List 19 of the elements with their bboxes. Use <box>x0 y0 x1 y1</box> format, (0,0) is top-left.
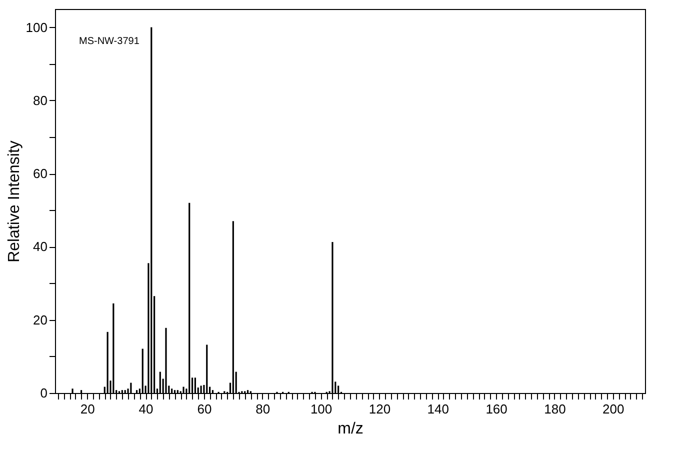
x-tick-label: 60 <box>197 402 212 416</box>
y-tick-label: 20 <box>33 312 48 328</box>
x-tick-label: 20 <box>80 402 95 416</box>
x-tick-label: 200 <box>602 402 624 416</box>
y-axis-title: Relative Intensity <box>6 140 23 262</box>
y-tick-label: 40 <box>33 239 48 254</box>
annotation: MS-NW-3791 <box>79 36 140 47</box>
y-tick-label: 100 <box>26 20 48 35</box>
x-tick-label: 100 <box>310 402 332 416</box>
y-tick-label: 60 <box>33 166 48 182</box>
x-tick-label: 180 <box>544 402 566 416</box>
x-tick-label: 40 <box>138 402 154 416</box>
x-axis-title: m/z <box>338 420 364 438</box>
y-tick-label: 80 <box>33 92 48 108</box>
y-tick-label: 0 <box>40 386 48 400</box>
x-tick-label: 80 <box>256 402 270 416</box>
x-tick-label: 140 <box>427 402 449 416</box>
x-tick-label: 120 <box>368 402 391 416</box>
x-tick-label: 160 <box>486 402 508 416</box>
